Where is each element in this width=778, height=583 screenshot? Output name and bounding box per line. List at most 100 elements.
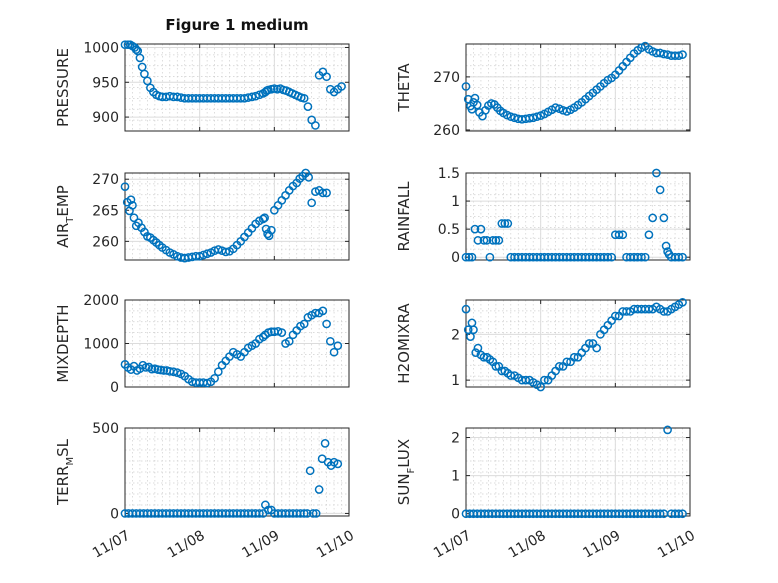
data-point bbox=[482, 236, 492, 245]
data-point bbox=[536, 382, 546, 392]
data-series bbox=[120, 306, 343, 388]
ytick-label: 0 bbox=[451, 250, 460, 266]
data-point bbox=[213, 367, 223, 377]
data-point bbox=[147, 364, 157, 374]
data-point bbox=[497, 219, 507, 228]
data-point bbox=[485, 252, 495, 262]
data-point bbox=[500, 219, 510, 228]
data-point bbox=[491, 236, 501, 245]
data-point bbox=[169, 367, 178, 377]
data-point bbox=[153, 365, 163, 374]
data-series bbox=[461, 168, 687, 262]
data-point bbox=[471, 348, 481, 358]
data-point bbox=[461, 252, 471, 262]
data-point bbox=[120, 182, 130, 192]
data-point bbox=[584, 339, 594, 348]
subplot-rainfall: 0 0.5 1 1.5 RAINFALL bbox=[395, 166, 691, 266]
data-point bbox=[258, 332, 268, 342]
data-point bbox=[311, 308, 320, 318]
subplot-h2omixra: 1 2 H2OMIXRA bbox=[395, 297, 691, 392]
data-point bbox=[659, 307, 669, 316]
data-point bbox=[141, 363, 151, 372]
ytick-label: 265 bbox=[92, 203, 119, 219]
data-point bbox=[461, 304, 471, 314]
data-point bbox=[281, 191, 290, 200]
subplot-pressure: 900 950 1000 PRESSURE bbox=[54, 40, 350, 132]
data-point bbox=[610, 311, 620, 321]
data-point bbox=[569, 352, 579, 362]
data-point bbox=[655, 509, 665, 519]
data-series bbox=[120, 439, 343, 518]
y-axis-label-subscript: M bbox=[65, 457, 76, 466]
data-point bbox=[467, 252, 477, 262]
data-point bbox=[655, 185, 665, 195]
axes-frame bbox=[124, 427, 350, 517]
ytick-label: 0 bbox=[451, 507, 460, 523]
data-point bbox=[322, 72, 331, 82]
data-point bbox=[299, 93, 309, 103]
subplot-terr-msl: 0 500 11/07 11/08 11/09 11/10 TERRMSL bbox=[54, 421, 357, 562]
data-point bbox=[247, 92, 257, 102]
data-point bbox=[266, 225, 276, 235]
data-series bbox=[120, 40, 346, 130]
data-point bbox=[322, 188, 331, 198]
data-point bbox=[273, 326, 283, 336]
data-point bbox=[307, 198, 317, 208]
data-point bbox=[202, 378, 212, 388]
data-point bbox=[135, 53, 145, 63]
data-point bbox=[461, 82, 471, 91]
xtick-label: 11/08 bbox=[506, 528, 549, 562]
data-point bbox=[143, 76, 152, 86]
data-point bbox=[674, 51, 684, 61]
data-point bbox=[305, 466, 315, 476]
data-point bbox=[554, 362, 564, 371]
data-point bbox=[528, 113, 538, 123]
data-point bbox=[325, 336, 335, 346]
y-axis-label: TERRMSL bbox=[54, 438, 76, 506]
data-series bbox=[461, 425, 687, 519]
data-point bbox=[299, 509, 309, 518]
y-axis-label-main: AIR bbox=[54, 223, 72, 248]
data-point bbox=[607, 252, 616, 262]
data-point bbox=[644, 230, 654, 240]
data-point bbox=[663, 425, 672, 435]
data-point bbox=[195, 251, 205, 261]
data-point bbox=[140, 69, 149, 79]
xtick-label: 11/10 bbox=[655, 528, 698, 562]
data-point bbox=[129, 213, 139, 223]
data-point bbox=[260, 213, 269, 223]
data-point bbox=[678, 509, 687, 519]
data-point bbox=[644, 304, 654, 314]
ytick-label: 2 bbox=[451, 327, 460, 343]
y-axis-label-main: MIXDEPTH bbox=[54, 304, 72, 382]
data-point bbox=[551, 103, 560, 113]
y-axis-label-subscript: F bbox=[406, 467, 417, 473]
data-point bbox=[592, 343, 602, 353]
data-point bbox=[333, 341, 343, 351]
data-point bbox=[674, 252, 684, 262]
data-point bbox=[255, 509, 264, 518]
data-point bbox=[159, 366, 169, 375]
subplot-mixdepth: 0 1000 2000 MIXDEPTH bbox=[54, 293, 350, 396]
subplot-sun-flux: 0 1 2 11/07 11/08 11/09 11/10 SUNFLUX bbox=[395, 425, 698, 562]
data-point bbox=[258, 214, 268, 224]
data-point bbox=[503, 219, 513, 228]
ytick-label: 270 bbox=[433, 70, 460, 86]
data-point bbox=[128, 200, 137, 210]
data-point bbox=[659, 213, 669, 223]
ytick-label: 0 bbox=[110, 506, 119, 522]
y-axis-label-main: SUN bbox=[395, 473, 413, 505]
data-point bbox=[473, 343, 483, 353]
ytick-label: 2 bbox=[451, 431, 460, 447]
axes-frame bbox=[465, 427, 691, 517]
y-axis-label-tail: EMP bbox=[54, 185, 72, 216]
data-point bbox=[618, 230, 628, 240]
y-axis-label-main: H2OMIXRA bbox=[395, 303, 413, 384]
data-series bbox=[461, 297, 687, 392]
ytick-label: 1 bbox=[451, 373, 460, 389]
data-point bbox=[540, 375, 549, 385]
y-axis-label-tail: LUX bbox=[395, 439, 413, 468]
data-point bbox=[488, 236, 498, 245]
axes-frame bbox=[465, 43, 691, 132]
data-point bbox=[506, 371, 516, 380]
